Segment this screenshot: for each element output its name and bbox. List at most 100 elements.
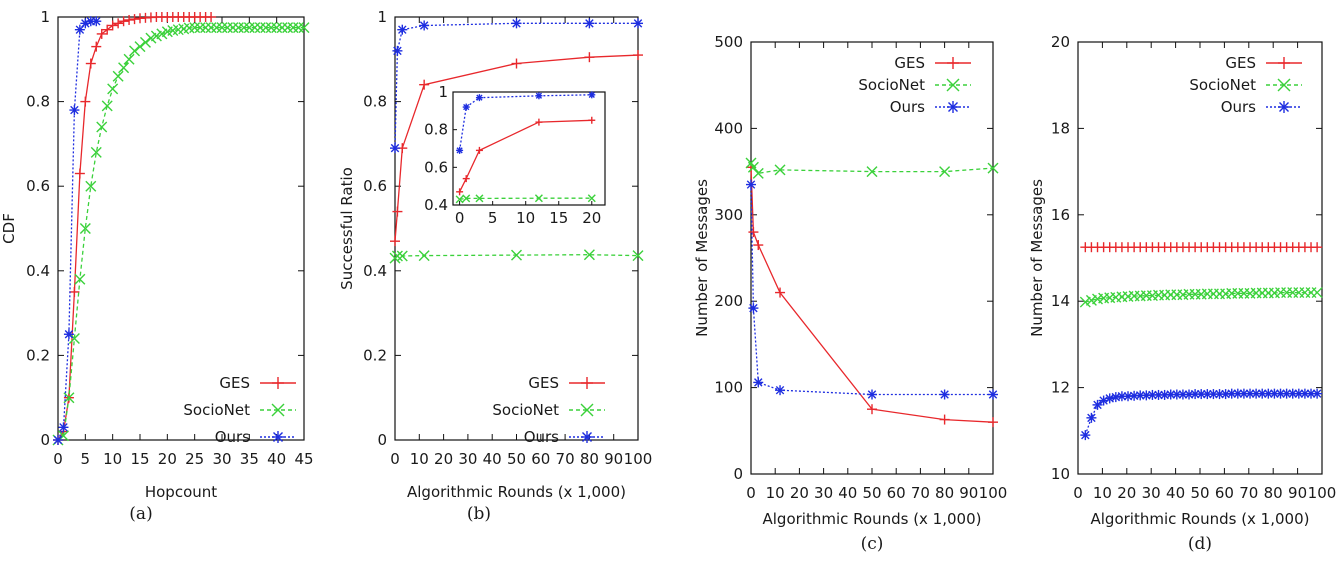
panel-4-point-ours-31-d2	[1270, 389, 1279, 398]
panel-1-point-ours-0	[53, 435, 63, 445]
panel-1-point-ges-11	[113, 18, 124, 29]
panel-2-point-ours-5-d2	[585, 19, 594, 28]
panel-1-point-socionet-33-d2	[232, 22, 244, 34]
panel-1-xtick-label-8: 40	[267, 450, 286, 468]
panel-2-inset-point-ours-3-d2	[535, 92, 543, 99]
panel-1-xtick-label-7: 35	[240, 450, 259, 468]
panel-3-xtick-label-8: 80	[935, 484, 954, 502]
panel-1-ytick-label-5: 1	[40, 8, 50, 26]
panel-3-legend-marker-ours	[947, 101, 959, 113]
panel-4-point-ours-25	[1232, 388, 1243, 399]
panel-4-point-ours-17-d2	[1184, 390, 1194, 399]
panel-1-point-socionet-36	[249, 22, 261, 34]
panel-2-xtick-label-8: 80	[580, 450, 599, 468]
panel-3-point-socionet-3-d2	[774, 164, 786, 176]
panel-1-point-socionet-14-d2	[129, 45, 141, 57]
panel-3-point-ours-6-d2	[988, 390, 998, 399]
panel-1-point-socionet-39-d2	[265, 22, 277, 34]
panel-4-series-ges	[1080, 242, 1323, 253]
panel-2-inset-xtick-label-1: 5	[488, 209, 498, 227]
panel-3-point-ours-3	[775, 385, 786, 396]
panel-1-point-ours-1	[58, 422, 69, 433]
panel-2-point-ges-3	[419, 79, 430, 90]
panel-1-point-ges-5	[80, 96, 91, 107]
panel-2-inset-ytick-label-2: 0.8	[424, 121, 448, 139]
panel-2-point-ours-3	[419, 20, 430, 31]
panel-2-inset-ytick-label-0: 0.4	[424, 196, 448, 214]
panel-4-point-ours-19-d2	[1196, 389, 1206, 399]
panel-1-point-socionet-3	[68, 332, 80, 344]
panel-2-inset-point-ours-1	[462, 103, 470, 111]
panel-1-point-ges-6	[85, 58, 96, 69]
panel-1-point-ges-8	[96, 28, 107, 39]
panel-4-point-ours-22-d2	[1215, 389, 1224, 399]
panel-1-point-socionet-45	[298, 22, 310, 34]
panel-1-legend-label-ges: GES	[219, 374, 250, 392]
panel-2-point-socionet-2-d2	[396, 250, 408, 262]
panel-4-point-socionet-38	[1311, 287, 1323, 299]
panel-4-point-ours-33	[1281, 388, 1292, 399]
panel-4-point-ours-15-d2	[1172, 390, 1182, 399]
panel-3-caption: (c)	[861, 534, 884, 554]
panel-1-point-socionet-6	[85, 180, 97, 192]
panel-4-series-socionet	[1079, 287, 1323, 308]
panel-2-inset-point-socionet-2-d2	[475, 194, 484, 203]
panel-2-inset-series-socionet	[455, 194, 596, 204]
panel-1-ytick-label-4: 0.8	[26, 93, 50, 111]
panel-3-legend-label-ours: Ours	[890, 98, 925, 116]
panel-1-y-axis-label: CDF	[0, 213, 18, 244]
panel-1-point-socionet-38-d2	[260, 22, 272, 34]
panel-4-ytick-label-4: 18	[1051, 119, 1070, 137]
panel-2-ytick-label-4: 0.8	[363, 93, 387, 111]
panel-2-x-axis-label: Algorithmic Rounds (x 1,000)	[407, 483, 626, 501]
panel-4-point-ges-38	[1312, 242, 1323, 253]
panel-4-point-ours-23-d2	[1221, 389, 1230, 399]
panel-2-point-socionet-6-d2	[632, 250, 644, 262]
panel-1-point-ges-4	[74, 168, 85, 179]
panel-1-legend-marker-socionet-d2	[271, 403, 285, 417]
panel-1-point-socionet-7	[90, 146, 102, 158]
panel-1-point-ours-1-d2	[59, 423, 68, 432]
panel-3-ytick-label-0: 0	[733, 465, 743, 483]
panel-3-series-ours	[746, 179, 998, 400]
panel-1-point-ges-12	[118, 16, 129, 27]
panel-2-series-ges	[390, 50, 643, 247]
panel-1-point-socionet-29	[211, 22, 223, 34]
panel-2-legend-label-ours: Ours	[524, 428, 559, 446]
panel-2-point-ours-0	[390, 143, 400, 154]
panel-4-point-ours-34-d2	[1288, 389, 1297, 398]
panel-1-point-socionet-25	[189, 22, 201, 34]
panel-1-point-socionet-15	[134, 41, 146, 53]
panel-2-xtick-label-9: 90	[604, 450, 623, 468]
panel-4-point-ours-28-d2	[1251, 389, 1261, 398]
panel-1-point-socionet-26-d2	[194, 22, 206, 34]
panel-2-point-ges-4	[511, 58, 522, 69]
panel-2-point-socionet-1-d2	[391, 250, 403, 262]
panel-1-point-socionet-11-d2	[112, 70, 124, 82]
panel-3-ytick-label-2: 200	[714, 292, 743, 310]
panel-3-ytick-label-5: 500	[714, 33, 743, 51]
panel-1-point-ours-7-d2	[92, 16, 101, 26]
panel-4-point-ours-37-d2	[1306, 389, 1316, 398]
panel-2-legend-marker-socionet	[580, 403, 594, 417]
panel-3-point-ges-6	[988, 417, 998, 428]
panel-3-point-ours-6	[988, 389, 998, 400]
panel-3-point-ours-4-d2	[867, 390, 877, 399]
panel-4-point-ours-12-d2	[1154, 390, 1163, 400]
panel-4-point-ours-21-d2	[1209, 389, 1218, 399]
panel-4-legend-label-ours: Ours	[1221, 98, 1256, 116]
panel-1-series-socionet	[52, 22, 310, 446]
panel-2-inset-point-ges-2	[475, 146, 483, 154]
panel-2-point-ours-1	[392, 45, 403, 56]
panel-2-xtick-label-3: 30	[458, 450, 477, 468]
panel-3-point-ges-5	[939, 414, 950, 425]
panel-2-series-socionet	[389, 249, 644, 264]
panel-2-xtick-label-0: 0	[390, 450, 400, 468]
panel-4-x-axis-label: Algorithmic Rounds (x 1,000)	[1091, 510, 1310, 528]
panel-1-series-ges	[53, 12, 217, 445]
panel-2-point-ges-1	[392, 206, 403, 217]
panel-1-point-socionet-14	[129, 45, 141, 57]
panel-1-point-socionet-44	[293, 22, 305, 34]
panel-3-legend-marker-socionet	[946, 78, 960, 92]
panel-1-point-socionet-5-d2	[79, 223, 91, 234]
